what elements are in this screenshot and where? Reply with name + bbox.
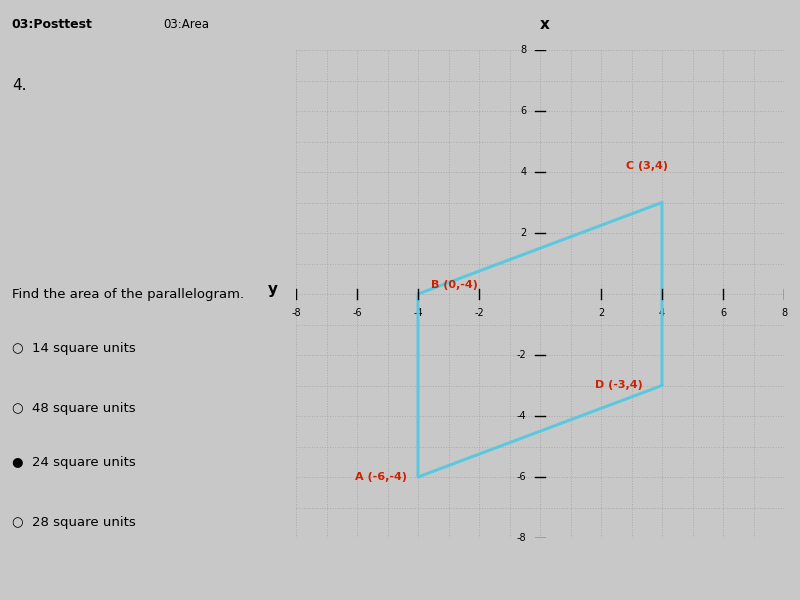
Text: 2: 2 xyxy=(598,308,604,318)
Text: 8: 8 xyxy=(520,45,526,55)
Text: 8: 8 xyxy=(781,308,787,318)
Text: 4.: 4. xyxy=(12,78,26,93)
Text: ○  28 square units: ○ 28 square units xyxy=(12,516,135,529)
Text: 03:Area: 03:Area xyxy=(163,18,209,31)
Text: -8: -8 xyxy=(291,308,301,318)
Text: C (3,4): C (3,4) xyxy=(626,161,668,171)
Text: -6: -6 xyxy=(517,472,526,482)
Text: 4: 4 xyxy=(659,308,665,318)
Text: -2: -2 xyxy=(474,308,484,318)
Text: y: y xyxy=(268,282,278,297)
Text: ○  48 square units: ○ 48 square units xyxy=(12,402,135,415)
Text: -2: -2 xyxy=(517,350,526,360)
Text: 6: 6 xyxy=(520,106,526,116)
Text: 03:Posttest: 03:Posttest xyxy=(12,18,93,31)
Text: ●  24 square units: ● 24 square units xyxy=(12,456,135,469)
Text: D (-3,4): D (-3,4) xyxy=(595,380,643,391)
Text: -6: -6 xyxy=(352,308,362,318)
Text: 6: 6 xyxy=(720,308,726,318)
Text: Find the area of the parallelogram.: Find the area of the parallelogram. xyxy=(12,288,244,301)
Text: B (0,-4): B (0,-4) xyxy=(431,280,478,290)
Text: A (-6,-4): A (-6,-4) xyxy=(355,472,407,482)
Text: 4: 4 xyxy=(520,167,526,177)
Text: 2: 2 xyxy=(520,228,526,238)
Text: -8: -8 xyxy=(517,533,526,543)
Text: -4: -4 xyxy=(517,411,526,421)
Text: ○  14 square units: ○ 14 square units xyxy=(12,342,135,355)
Text: -4: -4 xyxy=(413,308,423,318)
Text: x: x xyxy=(540,17,550,32)
